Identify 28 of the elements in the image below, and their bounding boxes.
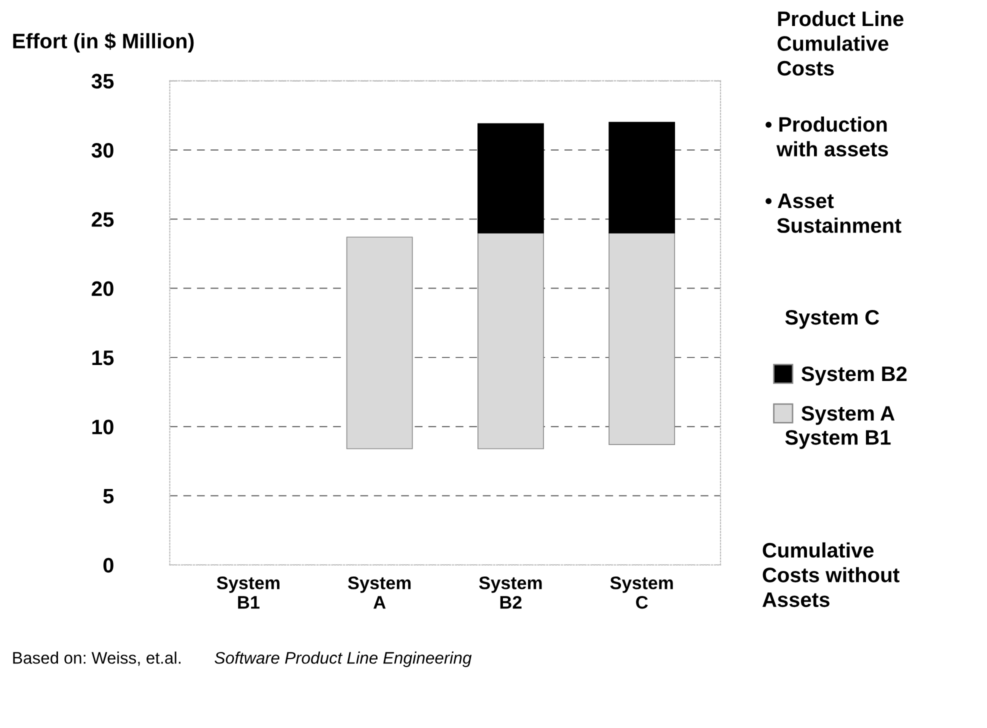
y-axis-title: Effort (in $ Million) xyxy=(13,32,194,53)
text: • Production with assets xyxy=(766,116,888,156)
y-tick-label: 10 xyxy=(92,420,114,434)
y-tick-label: 20 xyxy=(92,281,114,296)
text: Based on: Weiss, et.al. xyxy=(13,652,180,666)
bar xyxy=(608,122,676,234)
y-tick-label: 5 xyxy=(103,488,114,504)
y-tick-label: 0 xyxy=(103,558,114,573)
x-tick-label: System B1 xyxy=(216,576,280,609)
bar xyxy=(478,123,544,234)
bar xyxy=(346,236,413,450)
text: Software Product Line Engineering xyxy=(214,652,472,668)
y-tick-label: 35 xyxy=(92,74,114,89)
text: • Asset Sustainment xyxy=(766,194,902,233)
legend-label: System A xyxy=(801,406,895,425)
text: Product Line Cumulative Costs xyxy=(778,10,904,76)
legend-label: System B2 xyxy=(801,366,907,386)
bar xyxy=(608,232,676,446)
y-tick-label: 25 xyxy=(92,212,114,227)
x-tick-label: System B2 xyxy=(479,576,542,609)
y-tick-label: 30 xyxy=(92,142,114,158)
bar xyxy=(478,232,544,450)
text: System B1 xyxy=(785,430,891,449)
text: Cumulative Costs without Assets xyxy=(762,542,900,608)
text: System C xyxy=(785,310,880,329)
x-tick-label: System A xyxy=(348,576,411,609)
x-tick-label: System C xyxy=(610,576,673,609)
y-tick-label: 15 xyxy=(92,350,114,366)
